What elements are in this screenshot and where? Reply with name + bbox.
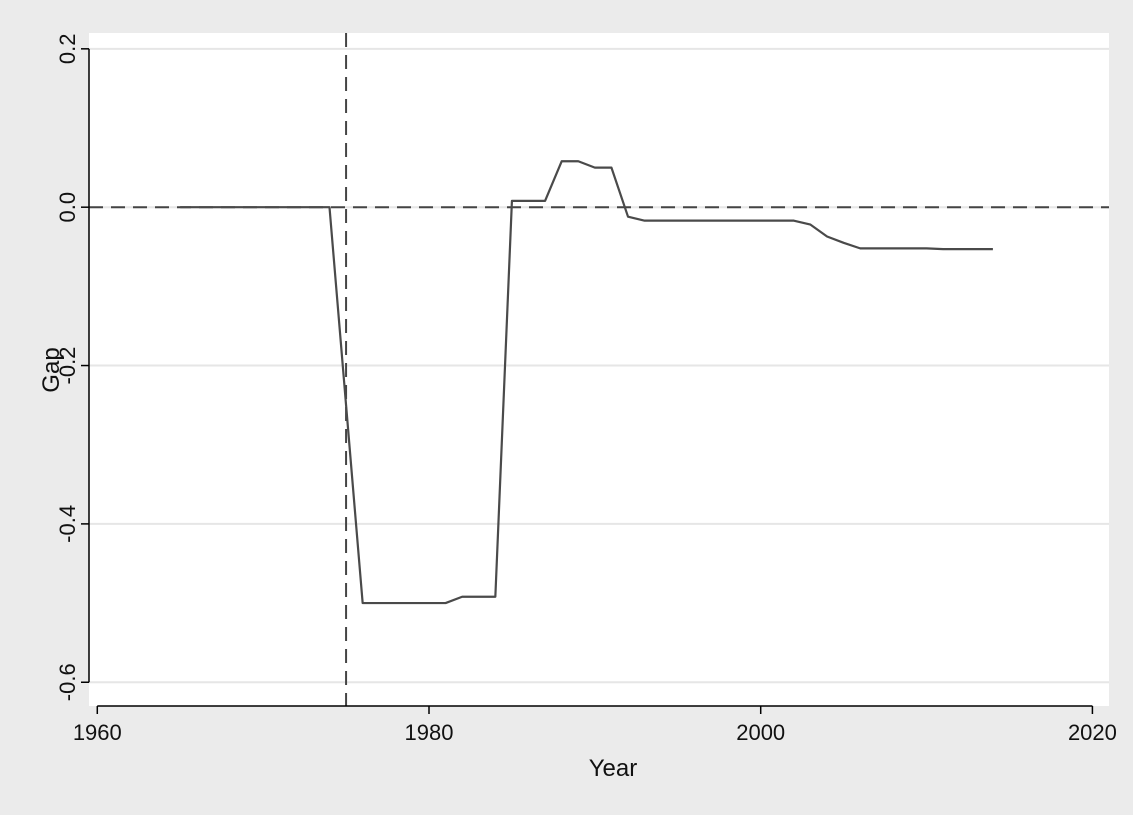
y-tick-label: 0.0 (55, 192, 80, 223)
y-tick-label: -0.4 (55, 505, 80, 543)
series-layer (180, 160, 993, 605)
series-line-0 (180, 160, 993, 605)
x-tick-label: 2020 (1068, 720, 1117, 745)
y-tick-label: -0.6 (55, 663, 80, 701)
y-axis-label: Gap (38, 347, 65, 392)
x-axis-label: Year (589, 755, 638, 782)
y-tick-label: 0.2 (55, 34, 80, 65)
y-tick-label: -0.2 (55, 347, 80, 385)
axes: 0.2 0.0 -0.2 -0.4 -0.6 1960 1980 2000 2020 (55, 34, 1117, 745)
x-tick-label: 1980 (405, 720, 454, 745)
plot-area (89, 33, 1109, 706)
x-tick-label: 1960 (73, 720, 122, 745)
reference-lines (89, 33, 1109, 706)
x-tick-label: 2000 (736, 720, 785, 745)
